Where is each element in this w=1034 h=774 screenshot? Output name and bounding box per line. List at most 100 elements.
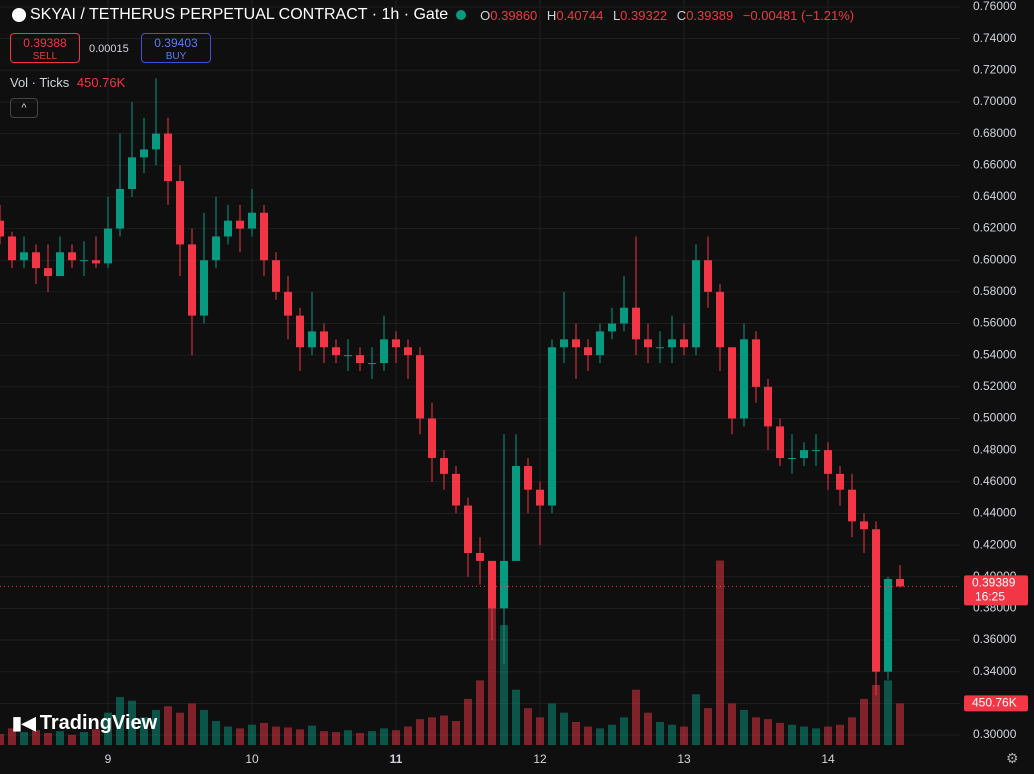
candle-body <box>44 268 52 277</box>
ohlc-label: L <box>612 7 621 23</box>
collapse-button[interactable]: ^ <box>10 98 38 118</box>
candle-body <box>308 331 316 348</box>
volume-bar <box>704 708 712 745</box>
volume-bar <box>308 725 316 745</box>
candle-body <box>164 133 172 182</box>
y-tick-label: 0.54000 <box>973 347 1017 361</box>
x-tick-label: 13 <box>677 752 691 766</box>
x-tick-label: 12 <box>533 752 547 766</box>
candle-body <box>284 291 292 316</box>
volume-bar <box>164 706 172 745</box>
volume-bar <box>296 729 304 745</box>
volume-bar <box>8 728 16 745</box>
candle-body <box>584 347 592 356</box>
candle-body <box>644 339 652 348</box>
volume-bar <box>404 726 412 745</box>
countdown: 16:25 <box>975 590 1005 604</box>
volume-bar <box>500 625 508 745</box>
ohlc-value: 0.39860 <box>490 7 538 23</box>
spread: 0.00015 <box>89 43 129 55</box>
candle-body <box>812 450 820 452</box>
sell-button[interactable]: 0.39388 SELL <box>10 33 80 63</box>
buy-button[interactable]: 0.39403 BUY <box>141 33 211 63</box>
candle-body <box>176 181 184 245</box>
candle-body <box>716 291 724 348</box>
volume-bar <box>44 733 52 745</box>
candle-body <box>344 355 352 357</box>
candle-body <box>332 347 340 356</box>
y-tick-label: 0.44000 <box>973 506 1017 520</box>
volume-bar <box>236 728 244 745</box>
candle-body <box>728 347 736 419</box>
volume-bar <box>416 719 424 745</box>
volume-bar <box>92 729 100 745</box>
y-tick-label: 0.36000 <box>973 632 1017 646</box>
volume-bar <box>20 732 28 745</box>
volume-bar <box>560 712 568 745</box>
buy-label: BUY <box>165 51 187 62</box>
symbol-header: SKYAI / TETHERUS PERPETUAL CONTRACT · 1h… <box>12 6 854 24</box>
candle-body <box>560 339 568 348</box>
settings-icon[interactable]: ⚙ <box>1006 750 1019 766</box>
volume-bar <box>884 680 892 745</box>
y-tick-label: 0.62000 <box>973 221 1017 235</box>
candle-body <box>440 458 448 474</box>
volume-bar <box>56 731 64 745</box>
volume-bar <box>524 708 532 745</box>
sell-price: 0.39388 <box>23 36 67 50</box>
y-tick-label: 0.48000 <box>973 442 1017 456</box>
volume-bar <box>656 721 664 745</box>
y-tick-label: 0.34000 <box>973 664 1017 678</box>
volume-bar <box>332 732 340 745</box>
volume-bar <box>272 726 280 745</box>
volume-bar <box>776 722 784 745</box>
volume-bar <box>344 730 352 745</box>
y-tick-label: 0.76000 <box>973 0 1017 13</box>
candle-body <box>500 560 508 609</box>
y-tick-label: 0.58000 <box>973 284 1017 298</box>
y-tick-label: 0.50000 <box>973 411 1017 425</box>
candle-body <box>860 521 868 530</box>
candle-body <box>452 473 460 506</box>
volume-bar <box>668 724 676 745</box>
volume-bar <box>572 721 580 745</box>
volume-bar <box>536 717 544 745</box>
volume-bar <box>620 717 628 745</box>
last-price-label: 0.39389 <box>972 576 1016 590</box>
candle-body <box>524 465 532 490</box>
volume-bar <box>728 703 736 745</box>
y-tick-label: 0.56000 <box>973 316 1017 330</box>
candle-body <box>272 260 280 292</box>
candle-body <box>188 244 196 316</box>
change: −0.00481 (−1.21%) <box>742 7 855 23</box>
candle-body <box>56 252 64 277</box>
y-tick-label: 0.70000 <box>973 94 1017 108</box>
candle-body <box>740 339 748 419</box>
candle-body <box>764 386 772 427</box>
candle-body <box>800 450 808 459</box>
candle-body <box>632 307 640 340</box>
ohlc-value: 0.40744 <box>556 7 604 23</box>
candle-body <box>896 578 904 587</box>
volume-bar <box>848 717 856 745</box>
volume-bar <box>812 728 820 745</box>
volume-bar <box>692 694 700 745</box>
candle-body <box>20 252 28 261</box>
candle-body <box>824 450 832 474</box>
buy-price: 0.39403 <box>154 36 198 50</box>
volume-title: Vol · Ticks <box>10 75 70 90</box>
volume-bar <box>188 703 196 745</box>
volume-bar <box>380 728 388 745</box>
y-tick-label: 0.30000 <box>973 727 1017 741</box>
volume-bar <box>764 719 772 745</box>
brand-name: TradingView <box>39 712 158 734</box>
volume-bar <box>740 709 748 745</box>
x-tick-label: 9 <box>105 752 112 766</box>
volume-bar <box>512 689 520 745</box>
symbol-title: SKYAI / TETHERUS PERPETUAL CONTRACT · 1h… <box>30 6 449 23</box>
volume-bar <box>596 728 604 745</box>
volume-legend: Vol · Ticks 450.76K <box>10 75 125 90</box>
candle-body <box>836 473 844 490</box>
candle-body <box>620 307 628 324</box>
candle-body <box>200 260 208 316</box>
